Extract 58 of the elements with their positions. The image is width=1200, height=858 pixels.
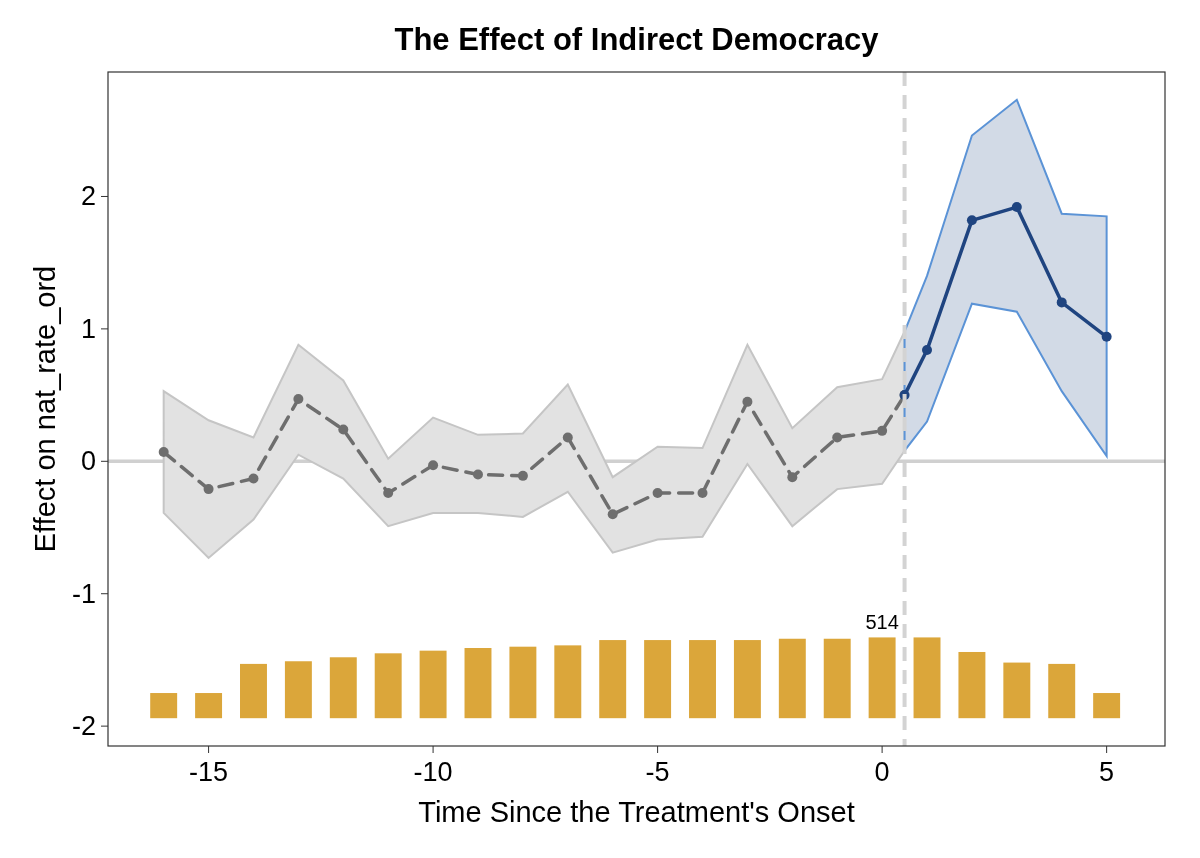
x-tick-label: -15 <box>189 757 229 787</box>
point <box>203 484 214 495</box>
x-tick-label: -5 <box>645 757 670 787</box>
point <box>428 460 439 471</box>
y-tick-label: 1 <box>80 313 96 344</box>
bar <box>554 645 582 719</box>
point <box>877 425 888 436</box>
bar <box>913 637 941 719</box>
x-tick-label: 5 <box>1099 757 1115 787</box>
bar <box>419 650 447 719</box>
point <box>1011 202 1022 213</box>
point <box>383 488 394 499</box>
x-tick-label: 0 <box>874 757 890 787</box>
point <box>473 469 483 480</box>
point <box>158 447 169 458</box>
x-axis-title: Time Since the Treatment's Onset <box>418 796 855 828</box>
point <box>562 432 573 443</box>
y-tick-label: 2 <box>80 181 96 212</box>
annotation: 514 <box>865 611 899 634</box>
bar <box>374 653 402 719</box>
bar <box>464 648 492 719</box>
point <box>607 509 618 520</box>
bar <box>240 663 267 719</box>
bar <box>150 693 178 719</box>
point <box>1101 331 1112 342</box>
bar <box>195 693 223 719</box>
point <box>966 215 977 226</box>
bar <box>284 661 312 719</box>
bar <box>1048 663 1076 719</box>
bar <box>778 638 806 719</box>
bar <box>823 638 851 719</box>
bar <box>644 640 672 719</box>
y-tick-label: -1 <box>71 578 96 609</box>
chart-title: The Effect of Indirect Democracy <box>394 22 880 57</box>
bar <box>958 651 986 719</box>
point <box>338 424 349 435</box>
point <box>697 488 708 499</box>
point <box>248 473 259 484</box>
y-axis-title: Effect on nat_rate_ord <box>29 265 61 553</box>
bar <box>689 640 716 719</box>
bar <box>1003 662 1031 719</box>
y-tick-label: 0 <box>80 446 96 477</box>
point <box>652 488 663 499</box>
bar <box>599 640 627 719</box>
x-tick-label: -10 <box>413 757 453 787</box>
point <box>1056 297 1067 308</box>
bar <box>868 637 896 719</box>
bar <box>1093 693 1121 719</box>
y-tick-label: -2 <box>71 711 96 742</box>
point <box>517 470 528 481</box>
point <box>787 472 798 483</box>
bar <box>733 640 761 719</box>
point <box>293 394 304 405</box>
point <box>742 396 753 407</box>
bar <box>329 657 357 719</box>
point <box>922 345 933 356</box>
point <box>832 432 843 443</box>
bar <box>509 646 537 719</box>
